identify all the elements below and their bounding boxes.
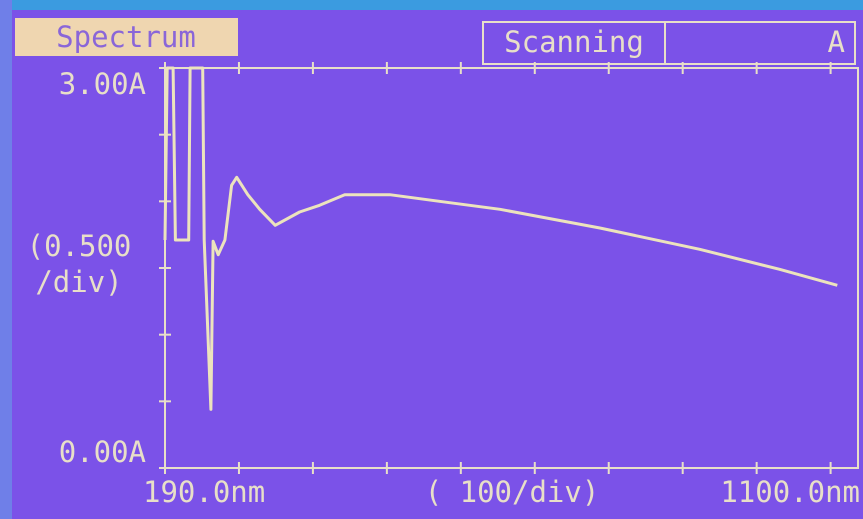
mode-box <box>15 18 238 56</box>
plot-frame <box>164 67 859 469</box>
bezel <box>0 0 12 519</box>
x-div-label: ( 100/div) <box>425 475 600 509</box>
x-tick-label: 190.0nm <box>143 475 265 509</box>
plot: 3.00A 0.00A 190.0nm 1100.0nm ( 100/div) <box>59 62 860 509</box>
y-tick-label: 3.00A <box>59 67 146 101</box>
y-div-label: (0.500 /div) <box>26 229 132 299</box>
mode: Spectrum <box>56 20 196 54</box>
x-tick-label: 1100.0nm <box>720 475 860 509</box>
unit-box <box>664 21 856 65</box>
status: Scanning <box>504 25 644 59</box>
bezel <box>0 0 863 10</box>
unit: A <box>828 25 845 59</box>
y-tick-label: 0.00A <box>59 435 146 469</box>
spectrum-line <box>163 66 838 411</box>
